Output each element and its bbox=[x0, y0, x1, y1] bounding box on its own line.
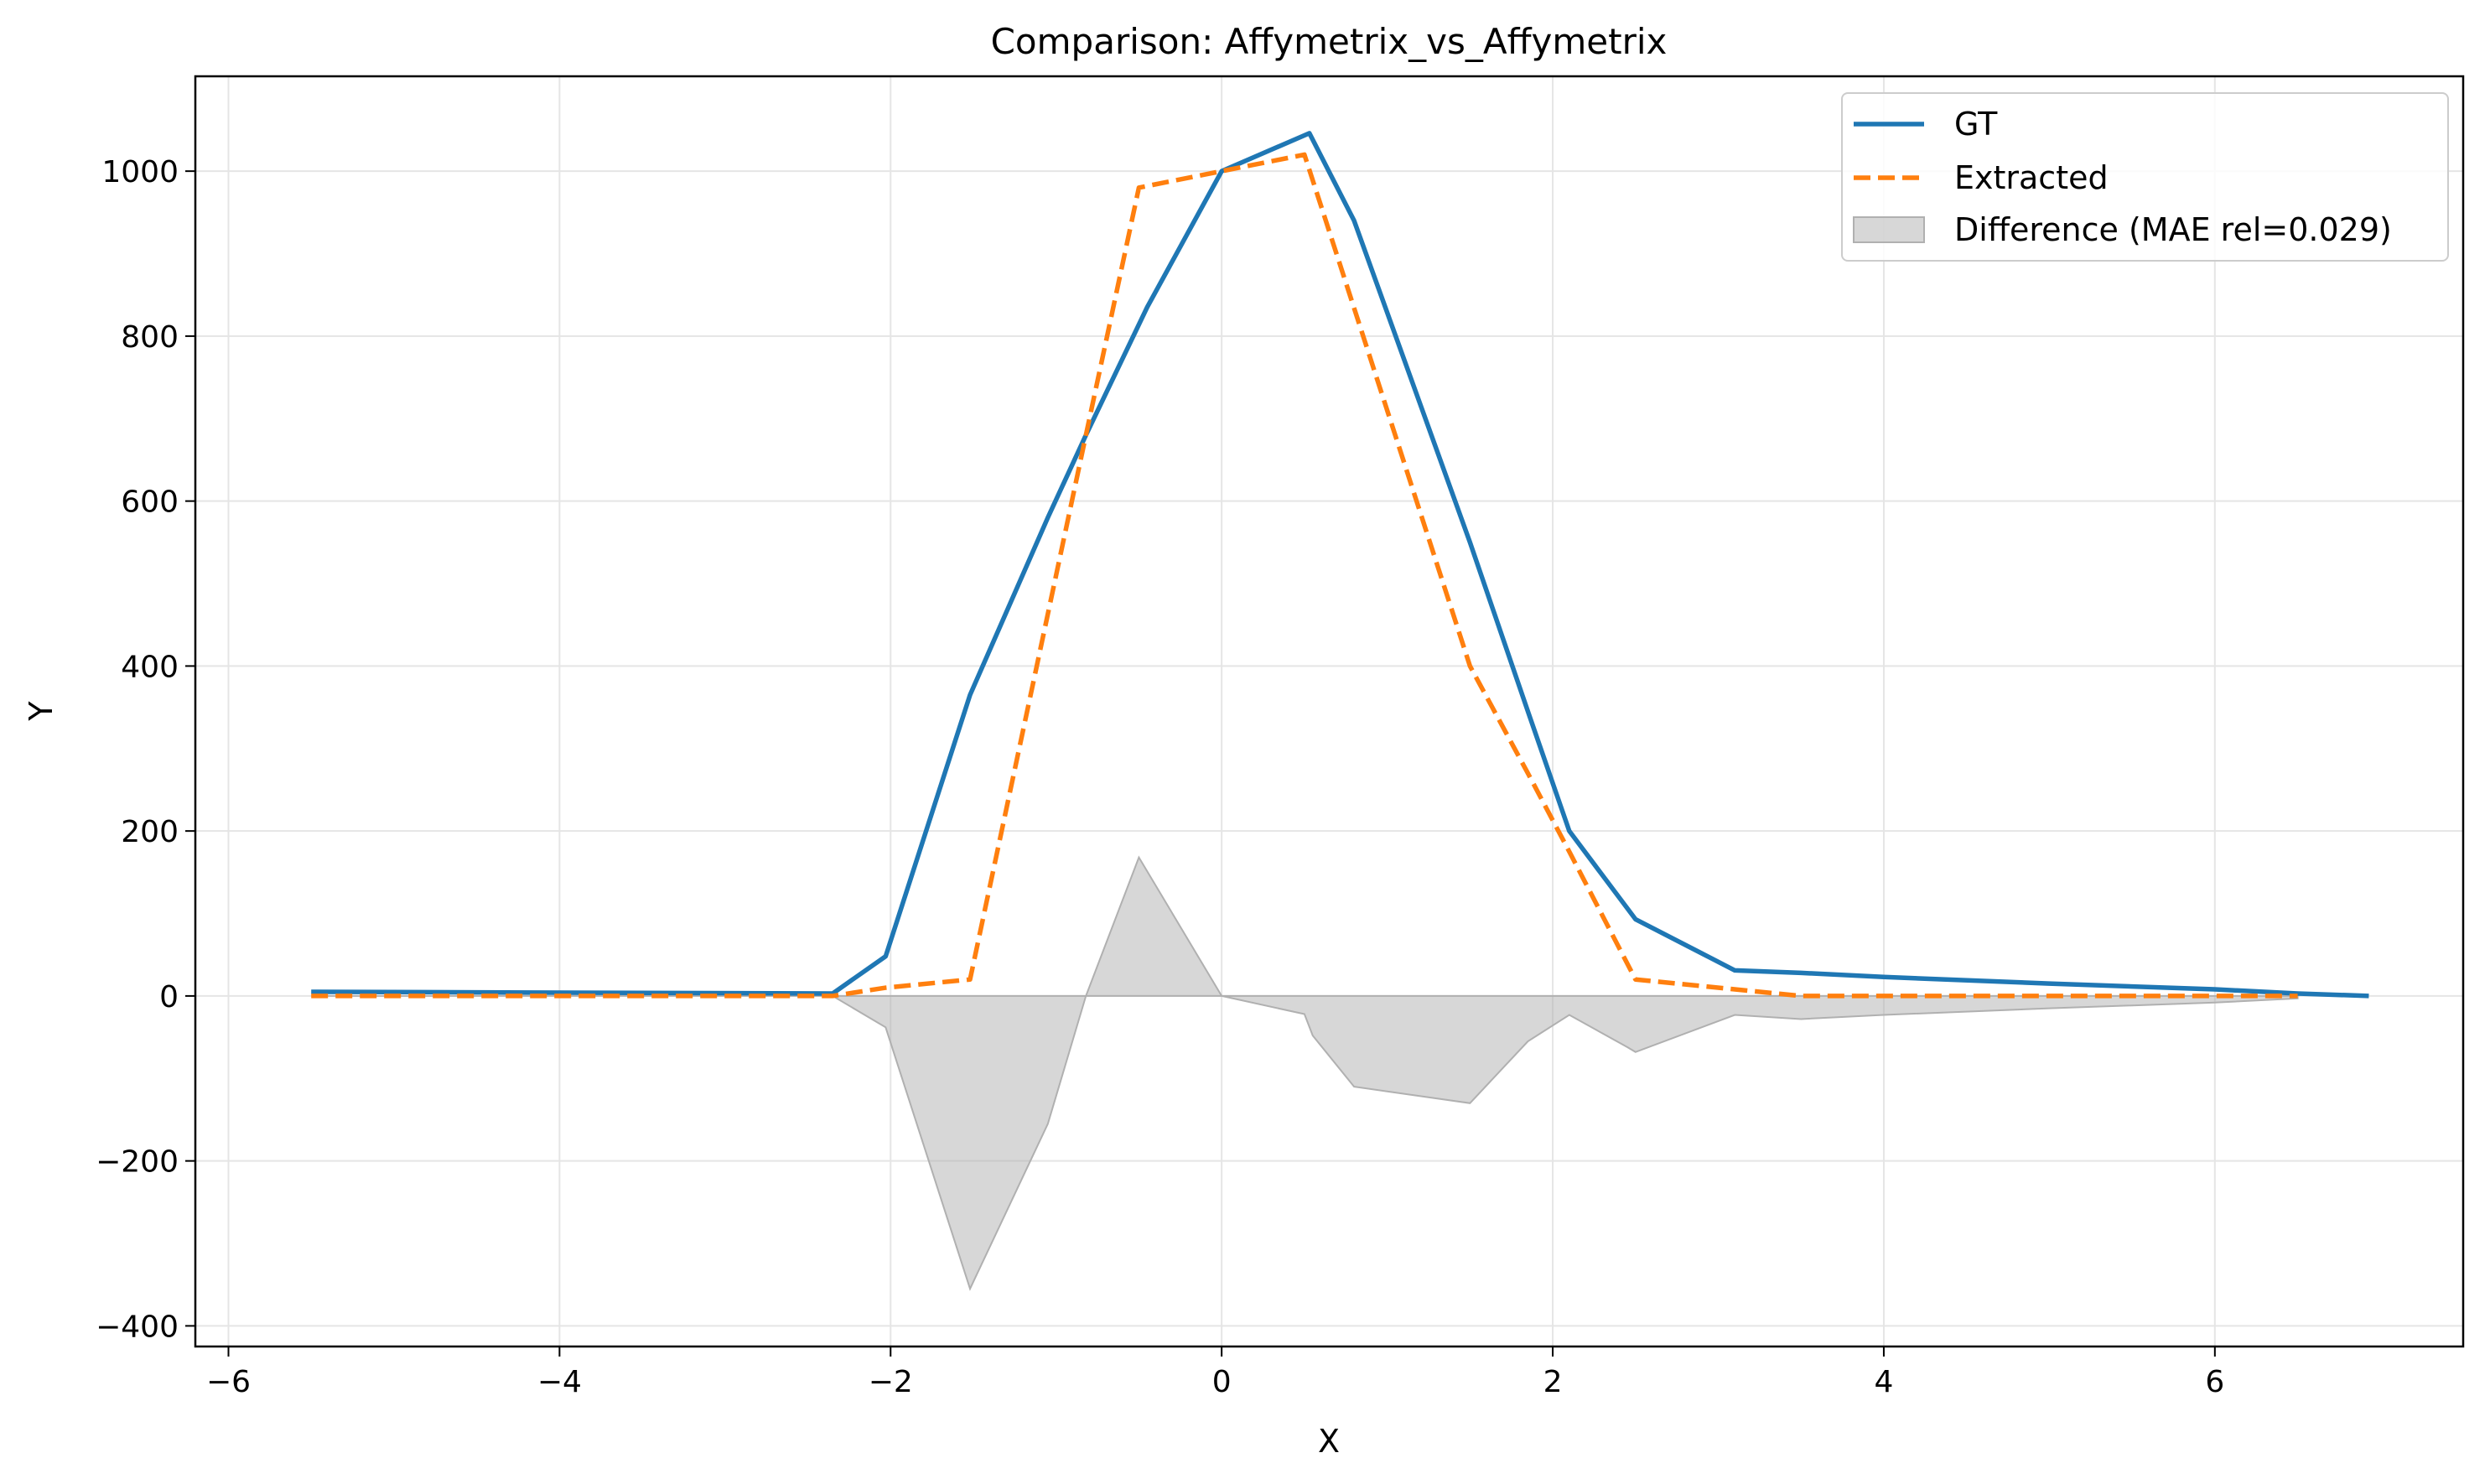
x-tick-label: 0 bbox=[1212, 1365, 1232, 1399]
y-tick-label: 800 bbox=[121, 320, 179, 355]
y-tick-label: −200 bbox=[96, 1145, 179, 1180]
gt-line bbox=[311, 131, 2369, 999]
legend-difference-label: Difference (MAE rel=0.029) bbox=[1954, 211, 2392, 248]
x-tick-label: −4 bbox=[537, 1365, 582, 1399]
y-tick-label: 1000 bbox=[101, 155, 179, 189]
x-tick-label: 2 bbox=[1543, 1365, 1563, 1399]
y-tick-label: 600 bbox=[121, 485, 179, 520]
y-tick-label: −400 bbox=[96, 1310, 179, 1344]
plot-frame bbox=[194, 75, 2465, 1348]
legend: GT Extracted Difference (MAE rel=0.029) bbox=[1841, 92, 2449, 262]
y-tick-label: 0 bbox=[159, 980, 179, 1014]
x-tick-label: −2 bbox=[869, 1365, 913, 1399]
difference-area bbox=[311, 855, 2299, 1291]
legend-gt-label: GT bbox=[1954, 106, 1998, 143]
legend-extracted-label: Extracted bbox=[1954, 159, 2109, 196]
y-axis-label: Y bbox=[23, 701, 60, 722]
extracted-line bbox=[311, 152, 2298, 999]
y-tick-label: 200 bbox=[121, 815, 179, 849]
y-tick-label: 400 bbox=[121, 650, 179, 684]
axis-ticks: −6 −4 −2 0 2 4 6 −400 −200 0 200 400 600 800 1000 bbox=[96, 155, 2224, 1399]
x-tick-label: 6 bbox=[2205, 1365, 2224, 1399]
x-tick-label: −6 bbox=[206, 1365, 251, 1399]
x-axis-label: X bbox=[1318, 1423, 1340, 1460]
x-tick-label: 4 bbox=[1874, 1365, 1893, 1399]
plot-data bbox=[311, 131, 2369, 1291]
chart-title: Comparison: Affymetrix_vs_Affymetrix bbox=[991, 21, 1668, 62]
legend-difference-swatch bbox=[1853, 216, 1925, 243]
legend-box bbox=[1841, 92, 2449, 262]
